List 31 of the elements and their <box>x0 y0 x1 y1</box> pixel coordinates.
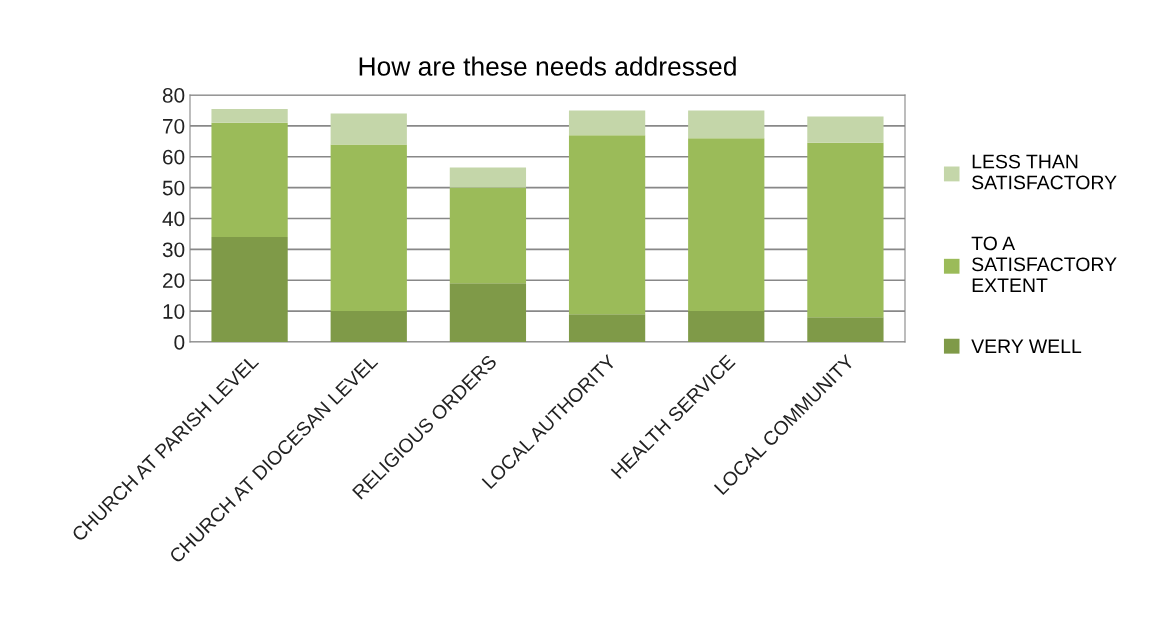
bar <box>688 138 765 312</box>
bar <box>568 314 646 342</box>
y-tick-label: 0 <box>174 335 185 350</box>
bar <box>211 108 288 123</box>
bar <box>807 142 884 318</box>
bar <box>568 110 646 136</box>
bar <box>211 122 288 238</box>
bar <box>330 311 407 342</box>
bar <box>807 317 884 342</box>
bar <box>449 167 527 188</box>
legend-label: TO A SATISFACTORY EXTENT <box>971 236 1117 292</box>
chart-title: How are these needs addressed <box>359 56 736 76</box>
y-tick-label: 40 <box>162 211 185 227</box>
bar <box>211 237 288 342</box>
y-tick-label: 60 <box>163 149 185 165</box>
legend-label: LESS THAN SATISFACTORY <box>972 154 1117 190</box>
bar <box>568 135 646 315</box>
bar <box>449 187 527 284</box>
y-tick-label: 30 <box>162 242 185 258</box>
bar <box>330 113 407 145</box>
legend-label: VERY WELL <box>971 339 1082 353</box>
bar <box>330 144 407 312</box>
y-tick-label: 50 <box>162 180 185 196</box>
bar <box>688 110 765 139</box>
bar <box>688 311 765 342</box>
bar <box>449 283 527 342</box>
y-tick-label: 70 <box>163 118 185 134</box>
y-tick-label: 10 <box>163 304 185 319</box>
y-tick-label: 20 <box>163 273 185 288</box>
y-tick-label: 80 <box>162 88 185 103</box>
bar <box>807 116 884 143</box>
